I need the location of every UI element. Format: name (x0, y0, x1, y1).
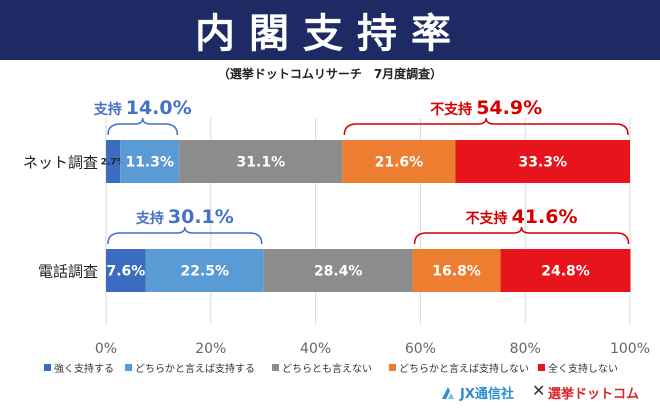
legend-swatch (44, 364, 51, 371)
legend-label: どちらかと言えば支持する (135, 362, 255, 375)
bracket-label: 不支持 54.9% (430, 97, 542, 119)
bracket (343, 117, 629, 136)
jx-mark-icon (442, 386, 454, 399)
legend-swatch (125, 364, 132, 371)
data-label: 11.3% (125, 155, 174, 171)
bar-segment (145, 249, 264, 292)
data-label: 22.5% (180, 264, 229, 280)
bracket (107, 117, 179, 136)
bar-segment (455, 140, 630, 183)
legend-swatch (272, 364, 279, 371)
bar-segment (179, 140, 343, 183)
x-tick-label: 60% (405, 341, 436, 357)
category-label: 電話調査 (38, 263, 98, 281)
bracket-label: 不支持 41.6% (466, 206, 578, 228)
x-tick-label: 20% (195, 341, 226, 357)
data-label: 31.1% (237, 155, 286, 171)
bracket (107, 226, 263, 245)
bar-segment (106, 140, 121, 183)
jx-name: JX通信社 (460, 387, 514, 402)
data-label: 24.8% (541, 264, 590, 280)
data-label: 16.8% (432, 264, 481, 280)
x-tick-label: 40% (300, 341, 331, 357)
bar-segment (342, 140, 456, 183)
bar-segment (500, 249, 631, 292)
x-tick-label: 0% (95, 341, 117, 357)
chart-subtitle: （選挙ドットコムリサーチ 7月度調査） (217, 67, 443, 81)
bar-segment (263, 249, 413, 292)
data-label: 21.6% (375, 155, 424, 171)
chart-title: 内閣支持率 (195, 11, 465, 57)
legend-label: どちらかと言えば支持しない (399, 362, 529, 375)
bar-segment (412, 249, 501, 292)
jx-logo: JX通信社 (440, 383, 514, 402)
bracket-label: 支持 30.1% (135, 206, 234, 228)
legend-swatch (538, 364, 545, 371)
x-tick-label: 100% (610, 341, 650, 357)
senkyo-logo: 選挙ドットコム (548, 387, 640, 402)
title-banner: 内閣支持率 (0, 0, 660, 60)
bracket (413, 226, 630, 245)
bar-segment (106, 249, 146, 292)
category-label: ネット調査 (23, 154, 98, 172)
bracket-label: 支持 14.0% (93, 97, 192, 119)
data-label: 33.3% (518, 155, 567, 171)
legend-label: 全く支持しない (548, 362, 618, 375)
legend-swatch (389, 364, 396, 371)
legend-label: 強く支持する (54, 362, 114, 375)
data-label: 2.7% (101, 158, 126, 168)
data-label: 28.4% (314, 264, 363, 280)
data-label: 7.6% (106, 264, 145, 280)
x-tick-label: 80% (510, 341, 541, 357)
bar-segment (120, 140, 180, 183)
legend-label: どちらとも言えない (282, 362, 372, 375)
cross-symbol: ✕ (532, 381, 546, 400)
